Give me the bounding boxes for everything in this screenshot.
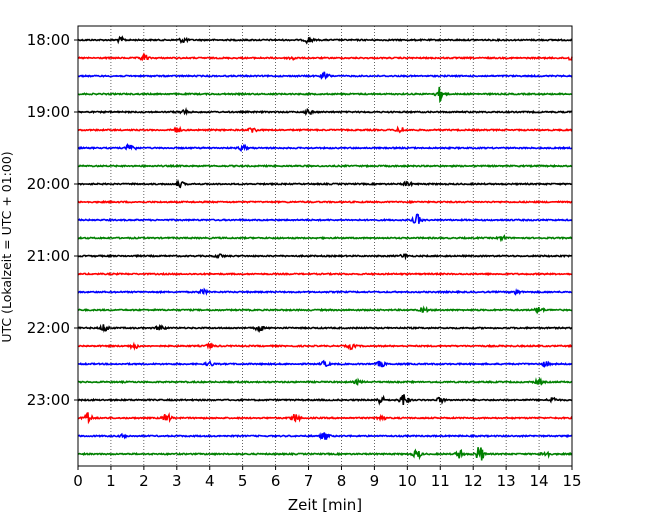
trace-1800 — [77, 35, 572, 45]
trace-2145 — [78, 305, 573, 315]
x-tick-label: 2 — [139, 472, 149, 490]
trace-1845 — [77, 86, 572, 104]
trace-2245 — [77, 377, 573, 386]
x-tick-label: 3 — [172, 472, 182, 490]
trace-2200 — [77, 323, 573, 334]
x-axis-ticks: 0 1 2 3 4 5 6 7 8 9 10 11 12 13 14 15 — [73, 466, 582, 490]
y-axis-label: UTC (Lokalzeit = UTC + 01:00) — [0, 151, 14, 342]
y-tick-label: 23:00 — [27, 391, 70, 409]
trace-2300 — [77, 394, 573, 406]
x-tick-label: 12 — [464, 472, 483, 490]
trace-1830 — [77, 71, 573, 80]
x-tick-label: 10 — [398, 472, 417, 490]
trace-2015 — [77, 199, 573, 205]
minute-grid — [110, 26, 540, 466]
trace-2130 — [77, 287, 573, 296]
trace-2215 — [77, 341, 573, 351]
y-tick-label: 21:00 — [27, 247, 70, 265]
trace-2330 — [77, 432, 573, 441]
y-tick-label: 18:00 — [27, 31, 70, 49]
trace-2345 — [77, 447, 573, 461]
trace-2315 — [78, 411, 573, 425]
trace-group — [77, 35, 573, 461]
x-tick-label: 7 — [304, 472, 314, 490]
x-tick-label: 5 — [238, 472, 248, 490]
trace-1915 — [77, 125, 573, 134]
x-tick-label: 13 — [497, 472, 516, 490]
x-axis-label: Zeit [min] — [288, 496, 362, 514]
trace-2030 — [77, 213, 573, 224]
plot-frame — [77, 25, 573, 467]
y-axis-ticks: 18:00 19:00 20:00 21:00 22:00 23:00 — [27, 31, 78, 409]
trace-2000 — [77, 179, 573, 189]
y-tick-label: 22:00 — [27, 319, 70, 337]
x-tick-label: 8 — [337, 472, 347, 490]
x-tick-label: 14 — [530, 472, 549, 490]
x-tick-label: 9 — [370, 472, 380, 490]
x-tick-label: 11 — [431, 472, 450, 490]
x-tick-label: 6 — [271, 472, 281, 490]
x-tick-label: 1 — [106, 472, 116, 490]
trace-1900 — [77, 107, 573, 117]
trace-2230 — [77, 359, 573, 368]
trace-2045 — [77, 234, 573, 243]
x-tick-label: 4 — [205, 472, 215, 490]
trace-2115 — [78, 271, 573, 277]
x-tick-label: 0 — [73, 472, 83, 490]
trace-1945 — [77, 163, 572, 169]
x-tick-label: 15 — [562, 472, 581, 490]
y-tick-label: 20:00 — [27, 175, 70, 193]
trace-2100 — [77, 253, 573, 261]
trace-1815 — [78, 52, 573, 62]
y-tick-label: 19:00 — [27, 103, 70, 121]
trace-1930 — [77, 142, 573, 153]
